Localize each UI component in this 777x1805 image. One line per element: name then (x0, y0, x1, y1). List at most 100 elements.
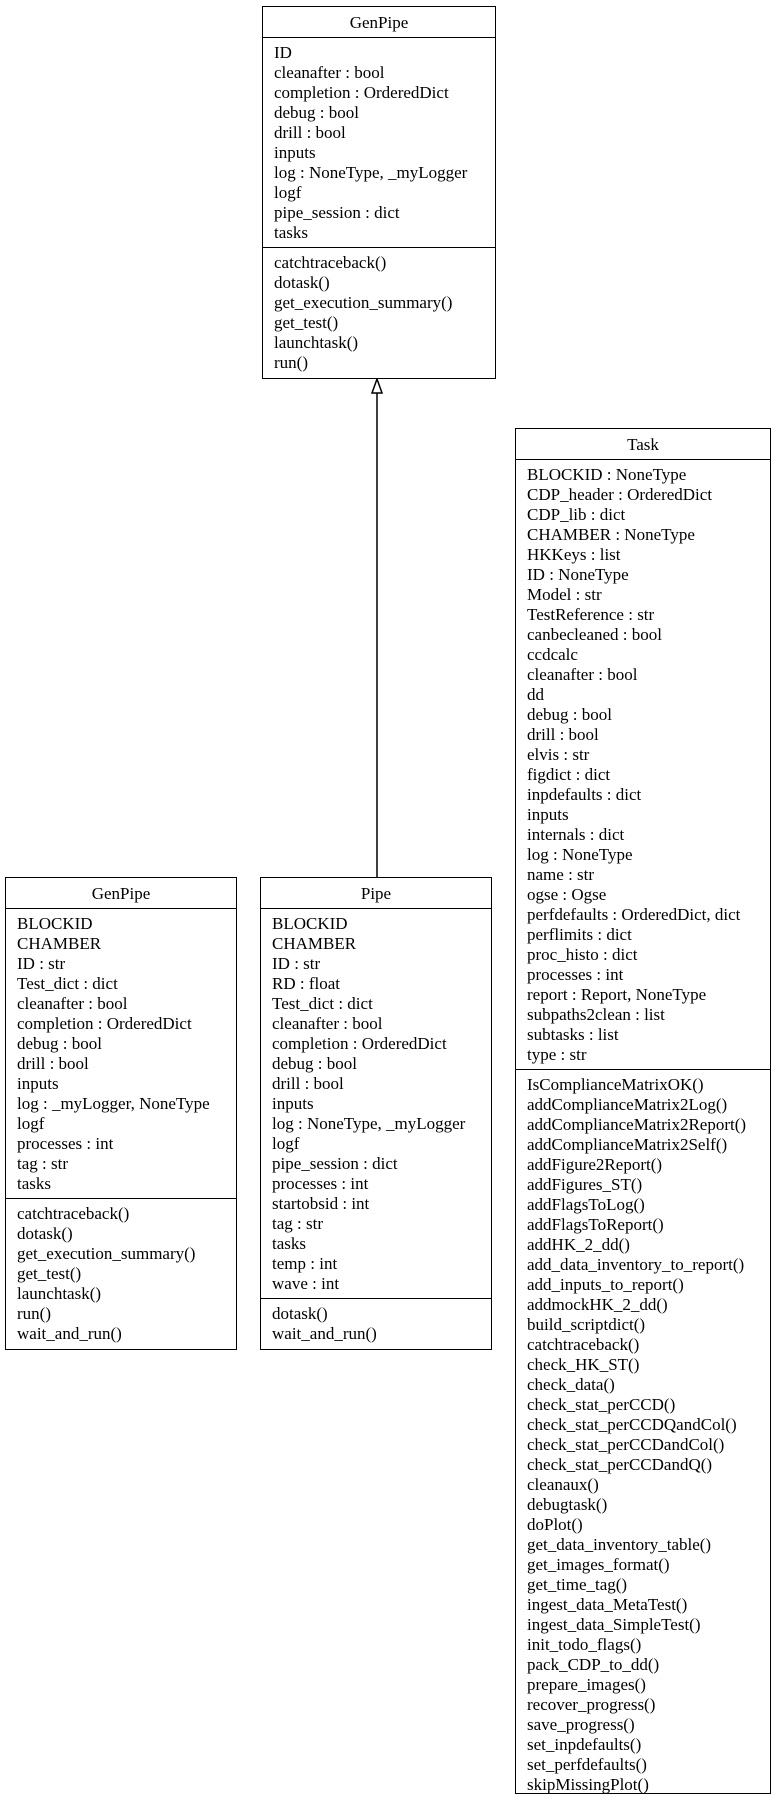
class-attribute: completion : OrderedDict (274, 83, 449, 102)
class-attribute: Test_dict : dict (272, 994, 373, 1013)
class-methods-section: dotask() wait_and_run() (261, 1299, 491, 1349)
class-attribute: ccdcalc (527, 645, 578, 664)
class-attribute: name : str (527, 865, 595, 884)
class-task[interactable]: Task BLOCKID : NoneType CDP_header : Order… (515, 428, 771, 1794)
class-attribute: tasks (17, 1174, 51, 1193)
class-attribute: BLOCKID (272, 914, 348, 933)
class-attribute: report : Report, NoneType (527, 985, 707, 1004)
class-method: prepare_images() (527, 1675, 646, 1694)
class-attribute: TestReference : str (527, 605, 655, 624)
class-method: get_test() (274, 313, 339, 332)
class-attribute: CHAMBER (17, 934, 102, 953)
class-attributes-section: BLOCKID CHAMBER ID : str RD : float Test_dic… (261, 909, 491, 1299)
class-name: Task (516, 429, 770, 460)
class-attribute: log : NoneType, _myLogger (272, 1114, 466, 1133)
class-attribute: logf (17, 1114, 45, 1133)
class-method: launchtask() (17, 1284, 102, 1303)
class-method: get_time_tag() (527, 1575, 628, 1594)
class-method: pack_CDP_to_dd() (527, 1655, 660, 1674)
class-attribute: RD : float (272, 974, 340, 993)
class-method: save_progress() (527, 1715, 635, 1734)
class-attribute: type : str (527, 1045, 587, 1064)
class-method: addComplianceMatrix2Log() (527, 1095, 728, 1114)
class-methods-section: IsComplianceMatrixOK() addComplianceMatri… (516, 1070, 770, 1800)
class-method: cleanaux() (527, 1475, 599, 1494)
class-attribute: elvis : str (527, 745, 590, 764)
class-attribute: logf (272, 1134, 300, 1153)
class-attribute: tasks (274, 223, 308, 242)
class-attribute: figdict : dict (527, 765, 611, 784)
class-attribute: CDP_lib : dict (527, 505, 626, 524)
class-method: get_data_inventory_table() (527, 1535, 712, 1554)
inheritance-arrowhead-icon (370, 376, 384, 394)
class-method: doPlot() (527, 1515, 583, 1534)
class-attribute: cleanafter : bool (272, 1014, 383, 1033)
class-attribute: HKKeys : list (527, 545, 621, 564)
class-attribute: Test_dict : dict (17, 974, 118, 993)
class-attribute: cleanafter : bool (527, 665, 638, 684)
class-attributes-section: BLOCKID : NoneType CDP_header : OrderedDi… (516, 460, 770, 1070)
class-attribute: CHAMBER : NoneType (527, 525, 695, 544)
class-attribute: BLOCKID : NoneType (527, 465, 687, 484)
class-attribute: pipe_session : dict (274, 203, 400, 222)
class-method: addComplianceMatrix2Self() (527, 1135, 728, 1154)
class-attribute: dd (527, 685, 544, 704)
class-attribute: Model : str (527, 585, 602, 604)
class-attribute: logf (274, 183, 302, 202)
class-attribute: tasks (272, 1234, 306, 1253)
class-method: build_scriptdict() (527, 1315, 646, 1334)
class-attribute: ID : str (272, 954, 321, 973)
class-attribute: startobsid : int (272, 1194, 370, 1213)
class-pipe[interactable]: Pipe BLOCKID CHAMBER ID : str RD : float Test… (260, 877, 492, 1350)
class-method: set_perfdefaults() (527, 1755, 647, 1774)
class-attribute: CHAMBER (272, 934, 357, 953)
class-method: wait_and_run() (17, 1324, 122, 1343)
class-attribute: processes : int (17, 1134, 114, 1153)
class-method: debugtask() (527, 1495, 608, 1514)
class-attribute: subpaths2clean : list (527, 1005, 665, 1024)
class-method: ingest_data_SimpleTest() (527, 1615, 701, 1634)
class-attribute: CDP_header : OrderedDict (527, 485, 713, 504)
class-attribute: proc_histo : dict (527, 945, 638, 964)
class-method: skipMissingPlot() (527, 1775, 649, 1794)
class-attribute: debug : bool (274, 103, 359, 122)
class-method: catchtraceback() (17, 1204, 130, 1223)
class-genpipe-left[interactable]: GenPipe BLOCKID CHAMBER ID : str Test_dict :… (5, 877, 237, 1350)
class-method: addFigure2Report() (527, 1155, 663, 1174)
class-attribute: processes : int (527, 965, 624, 984)
class-method: addFigures_ST() (527, 1175, 643, 1194)
class-attribute: drill : bool (527, 725, 599, 744)
class-attribute: canbecleaned : bool (527, 625, 662, 644)
class-attribute: debug : bool (272, 1054, 357, 1073)
class-methods-section: catchtraceback() dotask() get_execution_su… (263, 248, 495, 378)
class-attribute: debug : bool (17, 1034, 102, 1053)
class-method: get_execution_summary() (17, 1244, 196, 1263)
class-attribute: log : _myLogger, NoneType (17, 1094, 210, 1113)
class-method: launchtask() (274, 333, 359, 352)
class-attribute: inputs (272, 1094, 314, 1113)
class-attribute: tag : str (17, 1154, 68, 1173)
class-method: dotask() (272, 1304, 328, 1323)
class-method: get_test() (17, 1264, 82, 1283)
class-attribute: inputs (527, 805, 569, 824)
class-method: addmockHK_2_dd() (527, 1295, 668, 1314)
class-genpipe-top[interactable]: GenPipe ID cleanafter : bool completion : O… (262, 6, 496, 379)
class-attribute: inpdefaults : dict (527, 785, 642, 804)
class-method: add_data_inventory_to_report() (527, 1255, 745, 1274)
class-method: IsComplianceMatrixOK() (527, 1075, 704, 1094)
class-attribute: subtasks : list (527, 1025, 619, 1044)
class-method: addComplianceMatrix2Report() (527, 1115, 747, 1134)
class-attribute: cleanafter : bool (274, 63, 385, 82)
class-attribute: perfdefaults : OrderedDict, dict (527, 905, 741, 924)
class-attribute: ID : NoneType (527, 565, 629, 584)
class-attribute: processes : int (272, 1174, 369, 1193)
class-method: ingest_data_MetaTest() (527, 1595, 688, 1614)
class-method: addFlagsToLog() (527, 1195, 645, 1214)
class-method: dotask() (17, 1224, 73, 1243)
class-attribute: ogse : Ogse (527, 885, 607, 904)
class-method: check_HK_ST() (527, 1355, 640, 1374)
class-method: check_stat_perCCDQandCol() (527, 1415, 737, 1434)
class-name: GenPipe (6, 878, 236, 909)
class-method: get_images_format() (527, 1555, 670, 1574)
